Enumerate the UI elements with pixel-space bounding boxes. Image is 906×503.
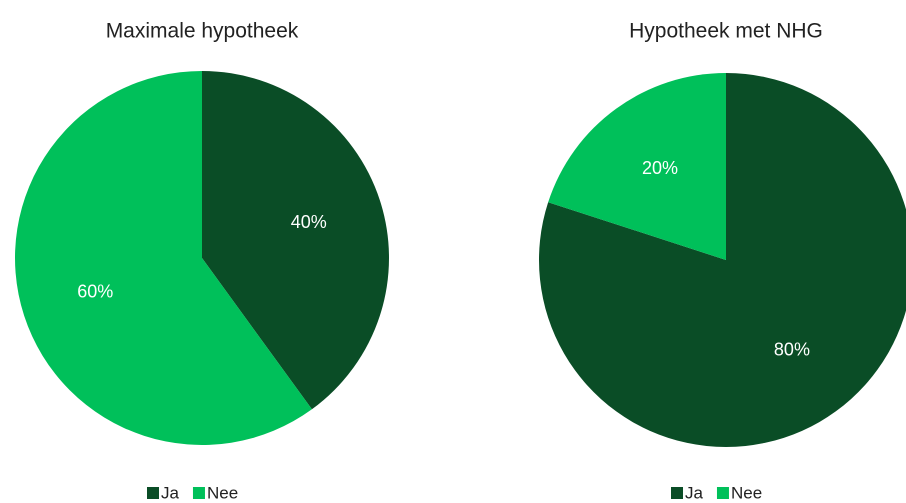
value-label: 40%: [291, 212, 327, 232]
legend-swatch: [147, 487, 159, 499]
legend-label: Nee: [207, 483, 238, 502]
pie-slice: [539, 73, 906, 447]
pie-slice: [548, 72, 726, 260]
value-label: 80%: [774, 340, 810, 360]
legend-label: Ja: [161, 483, 180, 502]
value-label: 20%: [642, 158, 678, 178]
chart-title: Hypotheek met NHG: [629, 20, 823, 43]
chart-title: Maximale hypotheek: [106, 20, 299, 43]
value-label: 60%: [77, 281, 113, 301]
pie-slice: [14, 71, 312, 446]
legend-swatch: [671, 487, 683, 499]
pie-slice: [202, 71, 389, 410]
legend-swatch: [192, 487, 205, 499]
legend-label: Ja: [685, 483, 704, 502]
legend-label: Nee: [731, 483, 762, 502]
legend-swatch: [716, 487, 729, 499]
